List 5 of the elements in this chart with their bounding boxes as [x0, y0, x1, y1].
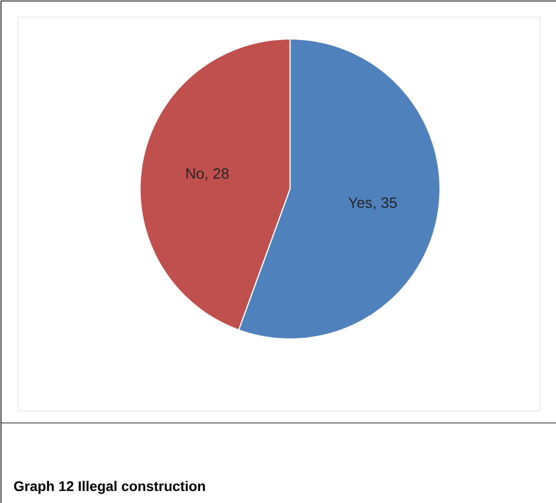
data-label: , 35: [374, 197, 397, 210]
slice-label: Yes: [348, 198, 372, 208]
slice-label: No: [186, 168, 204, 179]
data-label: , 28: [206, 168, 229, 181]
text: Graph 12 Illegal construction: [14, 480, 205, 494]
